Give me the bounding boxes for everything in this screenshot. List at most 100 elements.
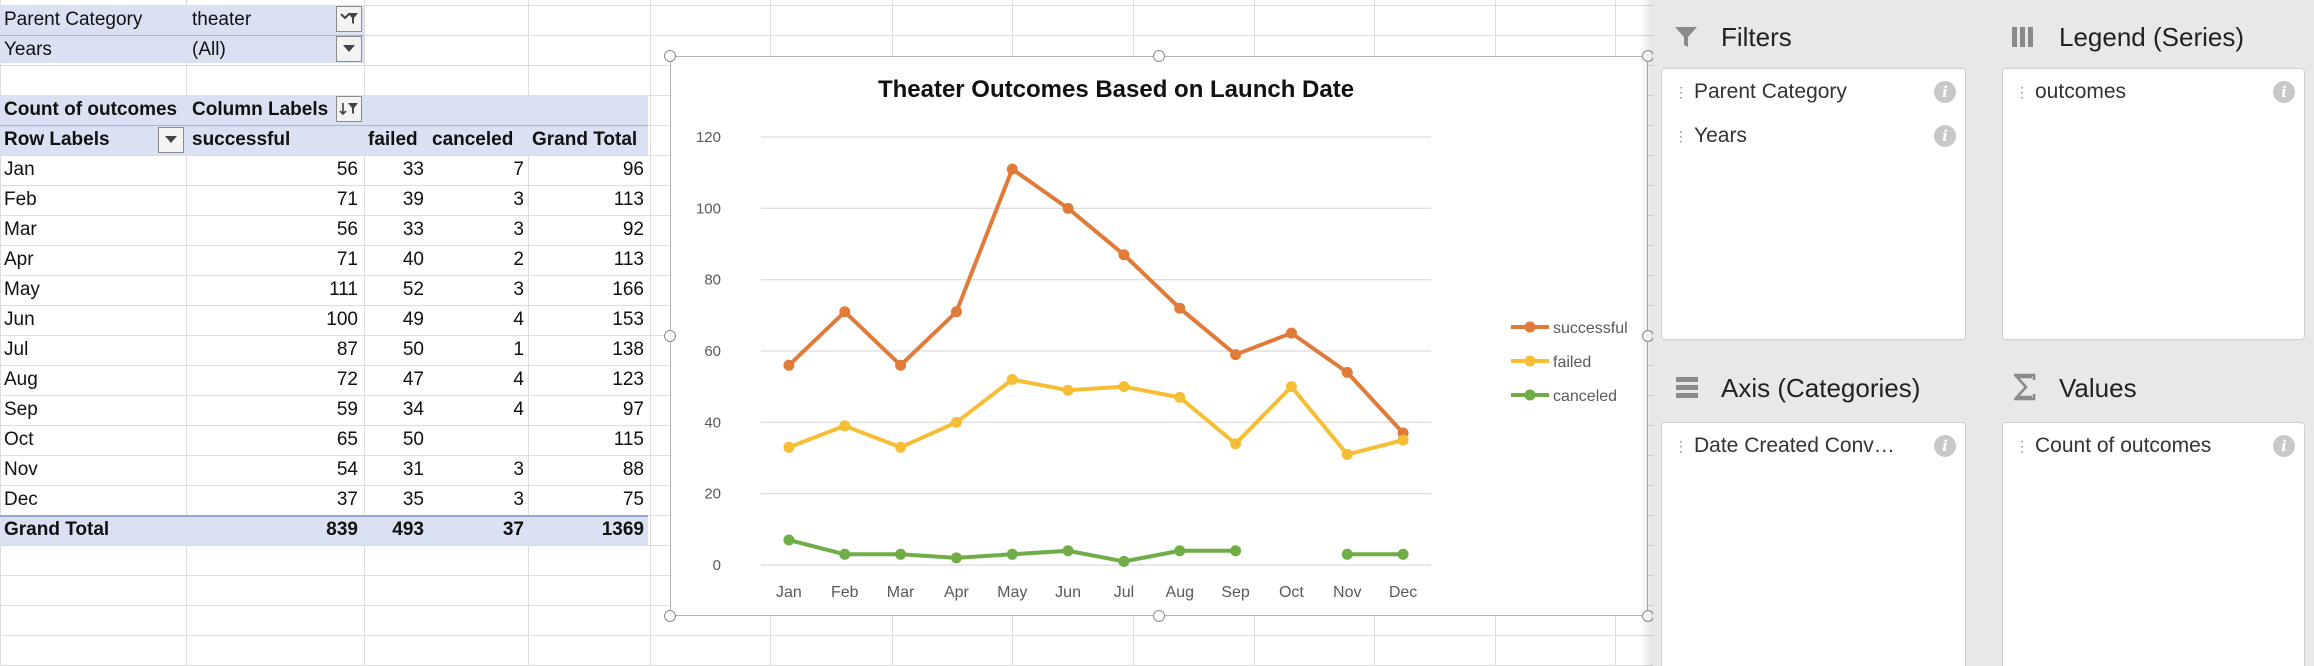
legend-marker-canceled — [1524, 389, 1536, 401]
info-icon[interactable]: i — [1934, 125, 1956, 147]
filter-value-years[interactable]: (All) — [192, 39, 226, 60]
filter-divider — [0, 35, 364, 36]
y-tick-label: 20 — [704, 486, 721, 503]
pivotchart-fields-panel: Filters ⋮ Parent Category i ⋮ Years i Le… — [1653, 0, 2314, 666]
filter-dropdown-parent-category[interactable] — [336, 6, 362, 32]
pivot-chart[interactable]: Theater Outcomes Based on Launch Date 0 20… — [670, 56, 1648, 616]
data-point-canceled — [1174, 545, 1186, 557]
drag-handle-icon[interactable]: ⋮ — [1674, 128, 1688, 144]
data-point-successful — [950, 306, 962, 318]
x-tick-label: Mar — [887, 584, 915, 601]
pivot-cell-canceled: 2 — [513, 249, 524, 270]
chart-resize-handle-bl[interactable] — [664, 610, 676, 622]
chevron-down-icon — [343, 45, 355, 52]
pivot-cell-successful: 71 — [336, 249, 358, 270]
info-icon[interactable]: i — [2273, 81, 2295, 103]
pivot-row-label: May — [4, 279, 40, 300]
x-tick-label: Aug — [1166, 584, 1194, 601]
pivot-row-label: Nov — [4, 459, 38, 480]
data-point-successful — [1230, 349, 1242, 361]
field-label: Years — [1694, 124, 1747, 147]
legend-section-title: Legend (Series) — [2059, 22, 2244, 52]
chart-resize-handle-left[interactable] — [664, 330, 676, 342]
pivot-row-label: Aug — [4, 369, 38, 390]
pivot-value-field-header: Count of outcomes — [4, 99, 178, 120]
drag-handle-icon[interactable]: ⋮ — [1674, 84, 1688, 100]
row-labels-filter-button[interactable] — [158, 127, 184, 153]
legend-columns-icon — [2012, 27, 2033, 47]
pivot-cell-successful: 56 — [336, 219, 358, 240]
pivot-row-label: Jun — [4, 309, 35, 330]
legend-field-outcomes[interactable]: ⋮ outcomes — [2015, 74, 2275, 110]
chart-resize-handle-br[interactable] — [1642, 610, 1653, 622]
x-tick-label: Jan — [776, 584, 802, 601]
y-tick-label: 100 — [696, 200, 721, 217]
pivot-cell-canceled: 3 — [513, 459, 524, 480]
pivot-col-header-successful: successful — [192, 129, 291, 150]
column-labels-filter-button[interactable] — [336, 96, 362, 122]
data-point-canceled — [895, 548, 907, 560]
filters-drop-zone[interactable]: ⋮ Parent Category i ⋮ Years i — [1661, 68, 1966, 340]
x-tick-label: Sep — [1221, 584, 1250, 601]
data-point-failed — [1397, 434, 1409, 446]
y-tick-label: 0 — [713, 557, 721, 574]
data-point-failed — [839, 420, 851, 432]
legend-drop-zone[interactable]: ⋮ outcomes i — [2002, 68, 2305, 340]
pivot-cell-canceled: 3 — [513, 489, 524, 510]
y-tick-label: 120 — [696, 129, 721, 146]
series-line-successful — [787, 167, 1405, 435]
x-tick-label: Nov — [1333, 584, 1361, 601]
y-tick-label: 40 — [704, 414, 721, 431]
pivot-cell-total: 113 — [613, 249, 644, 270]
axis-field-date-created[interactable]: ⋮ Date Created Conv… — [1674, 428, 1924, 464]
info-icon[interactable]: i — [2273, 435, 2295, 457]
values-drop-zone[interactable]: ⋮ Count of outcomes i — [2002, 422, 2305, 666]
data-point-failed — [783, 441, 795, 453]
legend-label-failed: failed — [1553, 354, 1591, 371]
data-point-successful — [1006, 163, 1018, 175]
chart-resize-handle-tl[interactable] — [664, 50, 676, 62]
drag-handle-icon[interactable]: ⋮ — [1674, 438, 1688, 454]
values-field-count-of-outcomes[interactable]: ⋮ Count of outcomes — [2015, 428, 2275, 464]
pivot-cell-successful: 56 — [336, 159, 358, 180]
filter-area-band — [0, 5, 364, 63]
series-line-failed — [788, 377, 1404, 457]
info-icon[interactable]: i — [1934, 81, 1956, 103]
axis-section-title: Axis (Categories) — [1721, 373, 1921, 403]
filters-field-parent-category[interactable]: ⋮ Parent Category — [1674, 74, 1954, 110]
data-point-failed — [1174, 391, 1186, 403]
drag-handle-icon[interactable]: ⋮ — [2015, 84, 2029, 100]
chart-resize-handle-right[interactable] — [1642, 330, 1653, 342]
data-point-failed — [1062, 384, 1074, 396]
chart-resize-handle-top[interactable] — [1153, 50, 1165, 62]
pivot-cell-successful: 71 — [336, 189, 358, 210]
pivot-header-divider — [0, 125, 648, 126]
pivot-cell-canceled: 4 — [513, 309, 524, 330]
info-icon[interactable]: i — [1934, 435, 1956, 457]
filter-funnel-icon — [340, 13, 358, 24]
x-tick-label: Jul — [1114, 584, 1134, 601]
axis-drop-zone[interactable]: ⋮ Date Created Conv… i — [1661, 422, 1966, 666]
filter-value-parent-category[interactable]: theater — [192, 9, 252, 30]
data-point-successful — [895, 359, 907, 371]
x-tick-label: Feb — [831, 584, 859, 601]
filter-dropdown-years[interactable] — [336, 36, 362, 62]
filter-label-years: Years — [4, 39, 52, 60]
data-point-successful — [839, 306, 851, 318]
drag-handle-icon[interactable]: ⋮ — [2015, 438, 2029, 454]
grand-total-band — [0, 515, 648, 545]
grand-total-label: Grand Total — [4, 519, 110, 540]
data-point-canceled — [783, 534, 795, 546]
chart-resize-handle-tr[interactable] — [1642, 50, 1653, 62]
filters-field-years[interactable]: ⋮ Years — [1674, 118, 1954, 154]
data-point-canceled — [1397, 548, 1409, 560]
data-point-successful — [1062, 202, 1074, 214]
pivot-cell-failed: 33 — [402, 219, 424, 240]
chart-resize-handle-bottom[interactable] — [1153, 610, 1165, 622]
pivot-cell-failed: 31 — [402, 459, 424, 480]
spreadsheet-grid[interactable]: Parent Category theater Years (All) Coun… — [0, 0, 1653, 666]
panel-shadow — [1640, 0, 1653, 666]
data-point-failed — [1006, 374, 1018, 386]
x-tick-label: Apr — [944, 584, 970, 601]
filters-section-title: Filters — [1721, 22, 1792, 52]
